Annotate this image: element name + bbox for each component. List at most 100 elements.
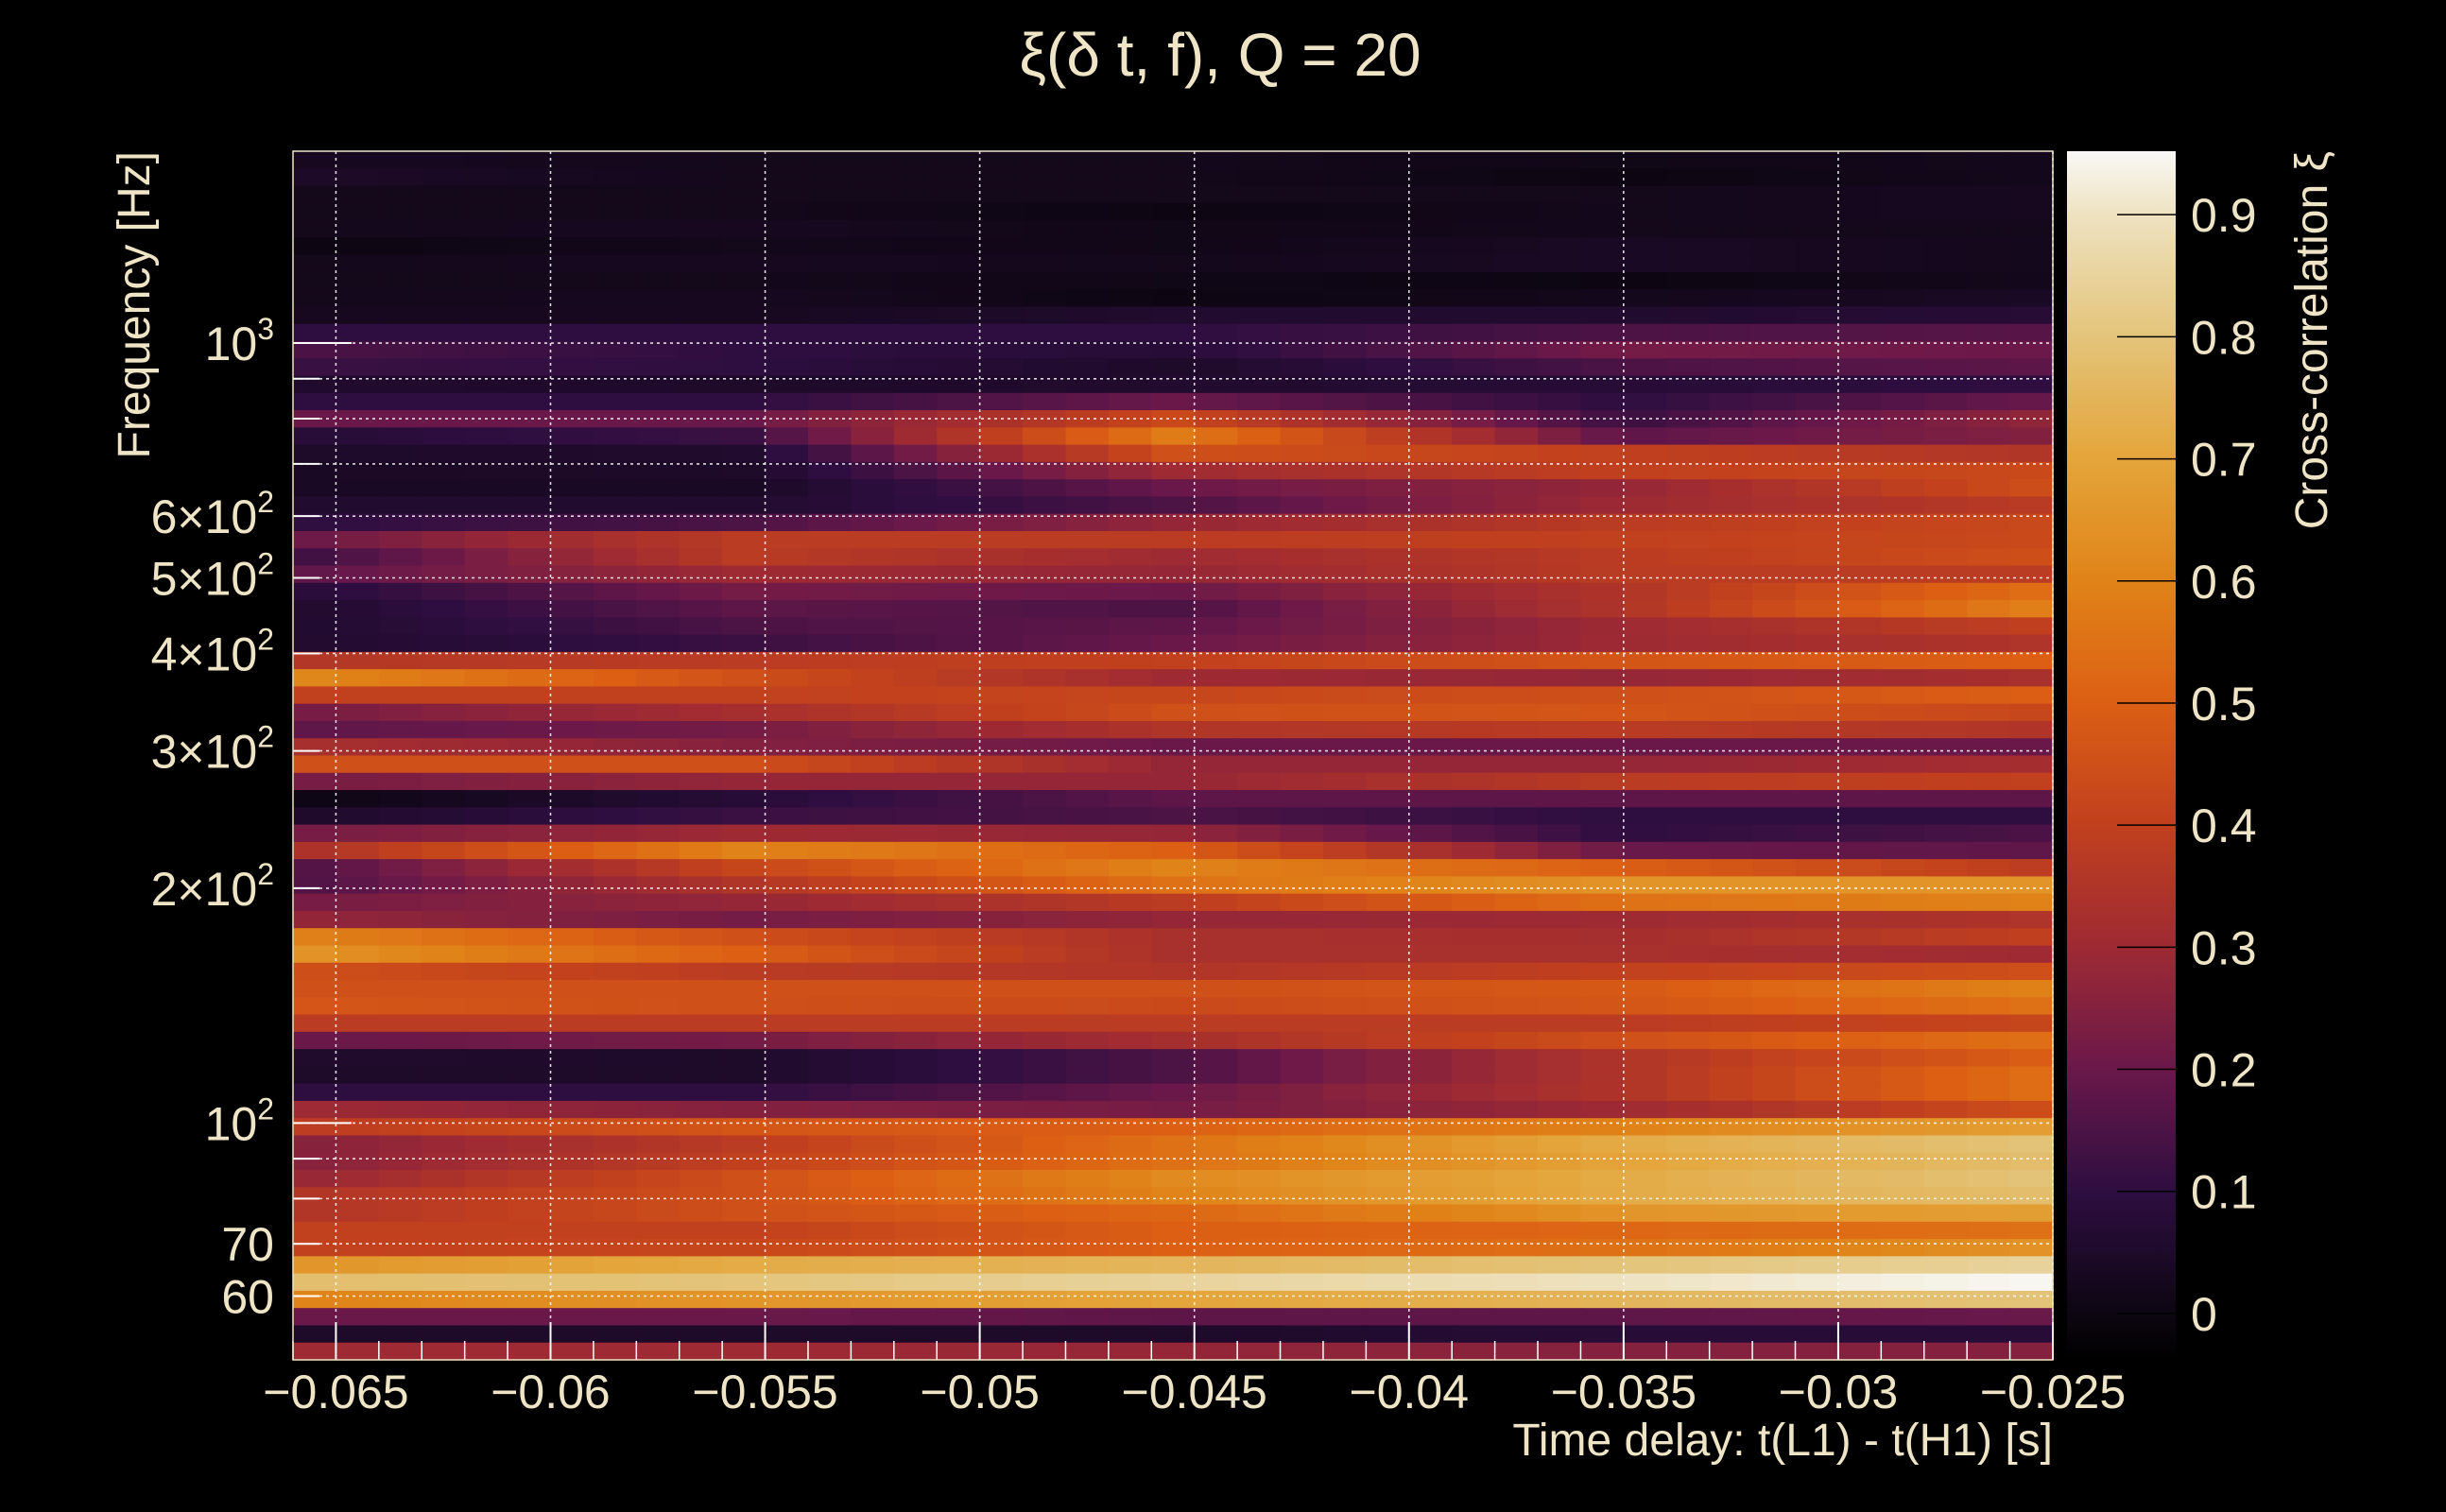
heatmap-cell (851, 928, 895, 947)
heatmap-cell (2009, 772, 2054, 791)
heatmap-cell (636, 1170, 680, 1188)
heatmap-cell (1494, 1152, 1539, 1171)
heatmap-cell (1065, 703, 1110, 722)
heatmap-cell (378, 686, 422, 705)
heatmap-cell (1194, 600, 1238, 618)
heatmap-cell (1494, 720, 1539, 739)
heatmap-cell (1108, 790, 1152, 808)
heatmap-cell (979, 496, 1024, 515)
heatmap-cell (1194, 720, 1238, 739)
heatmap-cell (1065, 1049, 1110, 1067)
heatmap-cell (293, 841, 337, 860)
heatmap-cell (1322, 392, 1367, 411)
heatmap-cell (293, 807, 337, 826)
heatmap-cell (1065, 202, 1110, 221)
heatmap-cell (1580, 1204, 1625, 1223)
heatmap-cell (550, 1066, 594, 1085)
heatmap-cell (2009, 997, 2054, 1016)
plot-frame (292, 150, 2054, 1361)
heatmap-cell (1623, 548, 1667, 567)
heatmap-cell (636, 1083, 680, 1102)
heatmap-cell (722, 1100, 767, 1119)
heatmap-cell (1065, 1325, 1110, 1344)
heatmap-cell (293, 168, 337, 187)
heatmap-cell (1752, 1256, 1797, 1275)
heatmap-cell (1322, 202, 1367, 221)
heatmap-cell (1623, 1031, 1667, 1050)
heatmap-cell (2009, 634, 2054, 653)
heatmap-cell (1709, 513, 1753, 532)
heatmap-cell (508, 496, 552, 515)
heatmap-cell (1580, 548, 1625, 567)
heatmap-cell (1194, 945, 1238, 964)
heatmap-cell (1837, 427, 1882, 446)
heatmap-cell (378, 582, 422, 601)
heatmap-cell (378, 530, 422, 549)
heatmap-cell (1452, 1066, 1496, 1085)
heatmap-cell (1623, 237, 1667, 256)
heatmap-cell (722, 1221, 767, 1240)
heatmap-cell (550, 237, 594, 256)
heatmap-cell (464, 772, 508, 791)
heatmap-cell (1237, 1325, 1282, 1344)
heatmap-cell (1452, 427, 1496, 446)
heatmap-cell (1709, 1204, 1753, 1223)
heatmap-cell (1666, 1135, 1711, 1154)
heatmap-cell (1108, 306, 1152, 325)
heatmap-cell (1623, 910, 1667, 929)
heatmap-cell (636, 202, 680, 221)
heatmap-cell (550, 479, 594, 498)
heatmap-cell (378, 1066, 422, 1085)
heatmap-cell (1280, 1308, 1324, 1327)
heatmap-cell (1452, 271, 1496, 290)
heatmap-cell (508, 323, 552, 342)
heatmap-cell (1666, 790, 1711, 808)
heatmap-cell (1108, 876, 1152, 895)
heatmap-cell (851, 910, 895, 929)
heatmap-cell (893, 859, 938, 877)
heatmap-cell (1538, 686, 1582, 705)
heatmap-cell (765, 461, 809, 480)
heatmap-cell (1709, 530, 1753, 549)
heatmap-cell (1494, 876, 1539, 895)
heatmap-cell (1538, 548, 1582, 567)
heatmap-cell (1538, 962, 1582, 981)
heatmap-cell (1538, 289, 1582, 308)
heatmap-cell (1366, 306, 1410, 325)
heatmap-cell (851, 1049, 895, 1067)
heatmap-cell (636, 945, 680, 964)
heatmap-cell (2009, 910, 2054, 929)
heatmap-cell (1580, 202, 1625, 221)
heatmap-cell (378, 755, 422, 774)
heatmap-cell (1494, 151, 1539, 169)
heatmap-cell (1709, 997, 1753, 1016)
heatmap-cell (1408, 790, 1453, 808)
heatmap-cell (1366, 479, 1410, 498)
heatmap-cell (1151, 375, 1196, 394)
heatmap-cell (1194, 1187, 1238, 1206)
heatmap-cell (1408, 1308, 1453, 1327)
heatmap-cell (1108, 1152, 1152, 1171)
heatmap-cell (1065, 530, 1110, 549)
heatmap-cell (807, 600, 852, 618)
heatmap-cell (1881, 358, 1925, 377)
heatmap-cell (1580, 841, 1625, 860)
heatmap-cell (1322, 1273, 1367, 1292)
heatmap-cell (1452, 479, 1496, 498)
heatmap-cell (1366, 738, 1410, 757)
heatmap-cell (378, 824, 422, 843)
heatmap-cell (1280, 340, 1324, 359)
heatmap-cell (1237, 1014, 1282, 1033)
heatmap-cell (1366, 427, 1410, 446)
heatmap-cell (1237, 928, 1282, 947)
heatmap-cell (1366, 289, 1410, 308)
heatmap-cell (893, 1049, 938, 1067)
heatmap-cell (2009, 1031, 2054, 1050)
heatmap-cell (1366, 876, 1410, 895)
heatmap-cell (1580, 1308, 1625, 1327)
heatmap-cell (1923, 513, 1968, 532)
heatmap-cell (2009, 513, 2054, 532)
heatmap-cell (937, 841, 981, 860)
heatmap-cell (508, 461, 552, 480)
heatmap-cell (1666, 997, 1711, 1016)
